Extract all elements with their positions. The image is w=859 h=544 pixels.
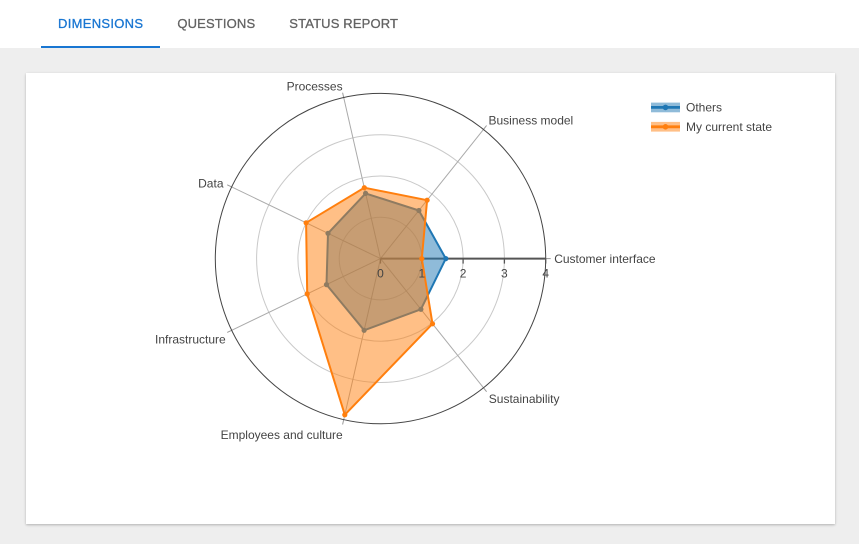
svg-text:2: 2 xyxy=(460,267,467,281)
svg-text:0: 0 xyxy=(377,267,384,281)
svg-text:4: 4 xyxy=(542,267,549,281)
svg-text:My current state: My current state xyxy=(686,120,772,134)
svg-text:Processes: Processes xyxy=(287,80,343,94)
svg-text:Sustainability: Sustainability xyxy=(489,392,560,406)
svg-text:Customer interface: Customer interface xyxy=(554,252,656,266)
svg-text:1: 1 xyxy=(418,267,425,281)
svg-text:Data: Data xyxy=(198,177,224,191)
svg-text:Employees and culture: Employees and culture xyxy=(221,428,343,442)
svg-text:Others: Others xyxy=(686,101,722,115)
svg-text:Business model: Business model xyxy=(489,114,574,128)
svg-text:3: 3 xyxy=(501,267,508,281)
svg-text:Infrastructure: Infrastructure xyxy=(155,333,226,347)
